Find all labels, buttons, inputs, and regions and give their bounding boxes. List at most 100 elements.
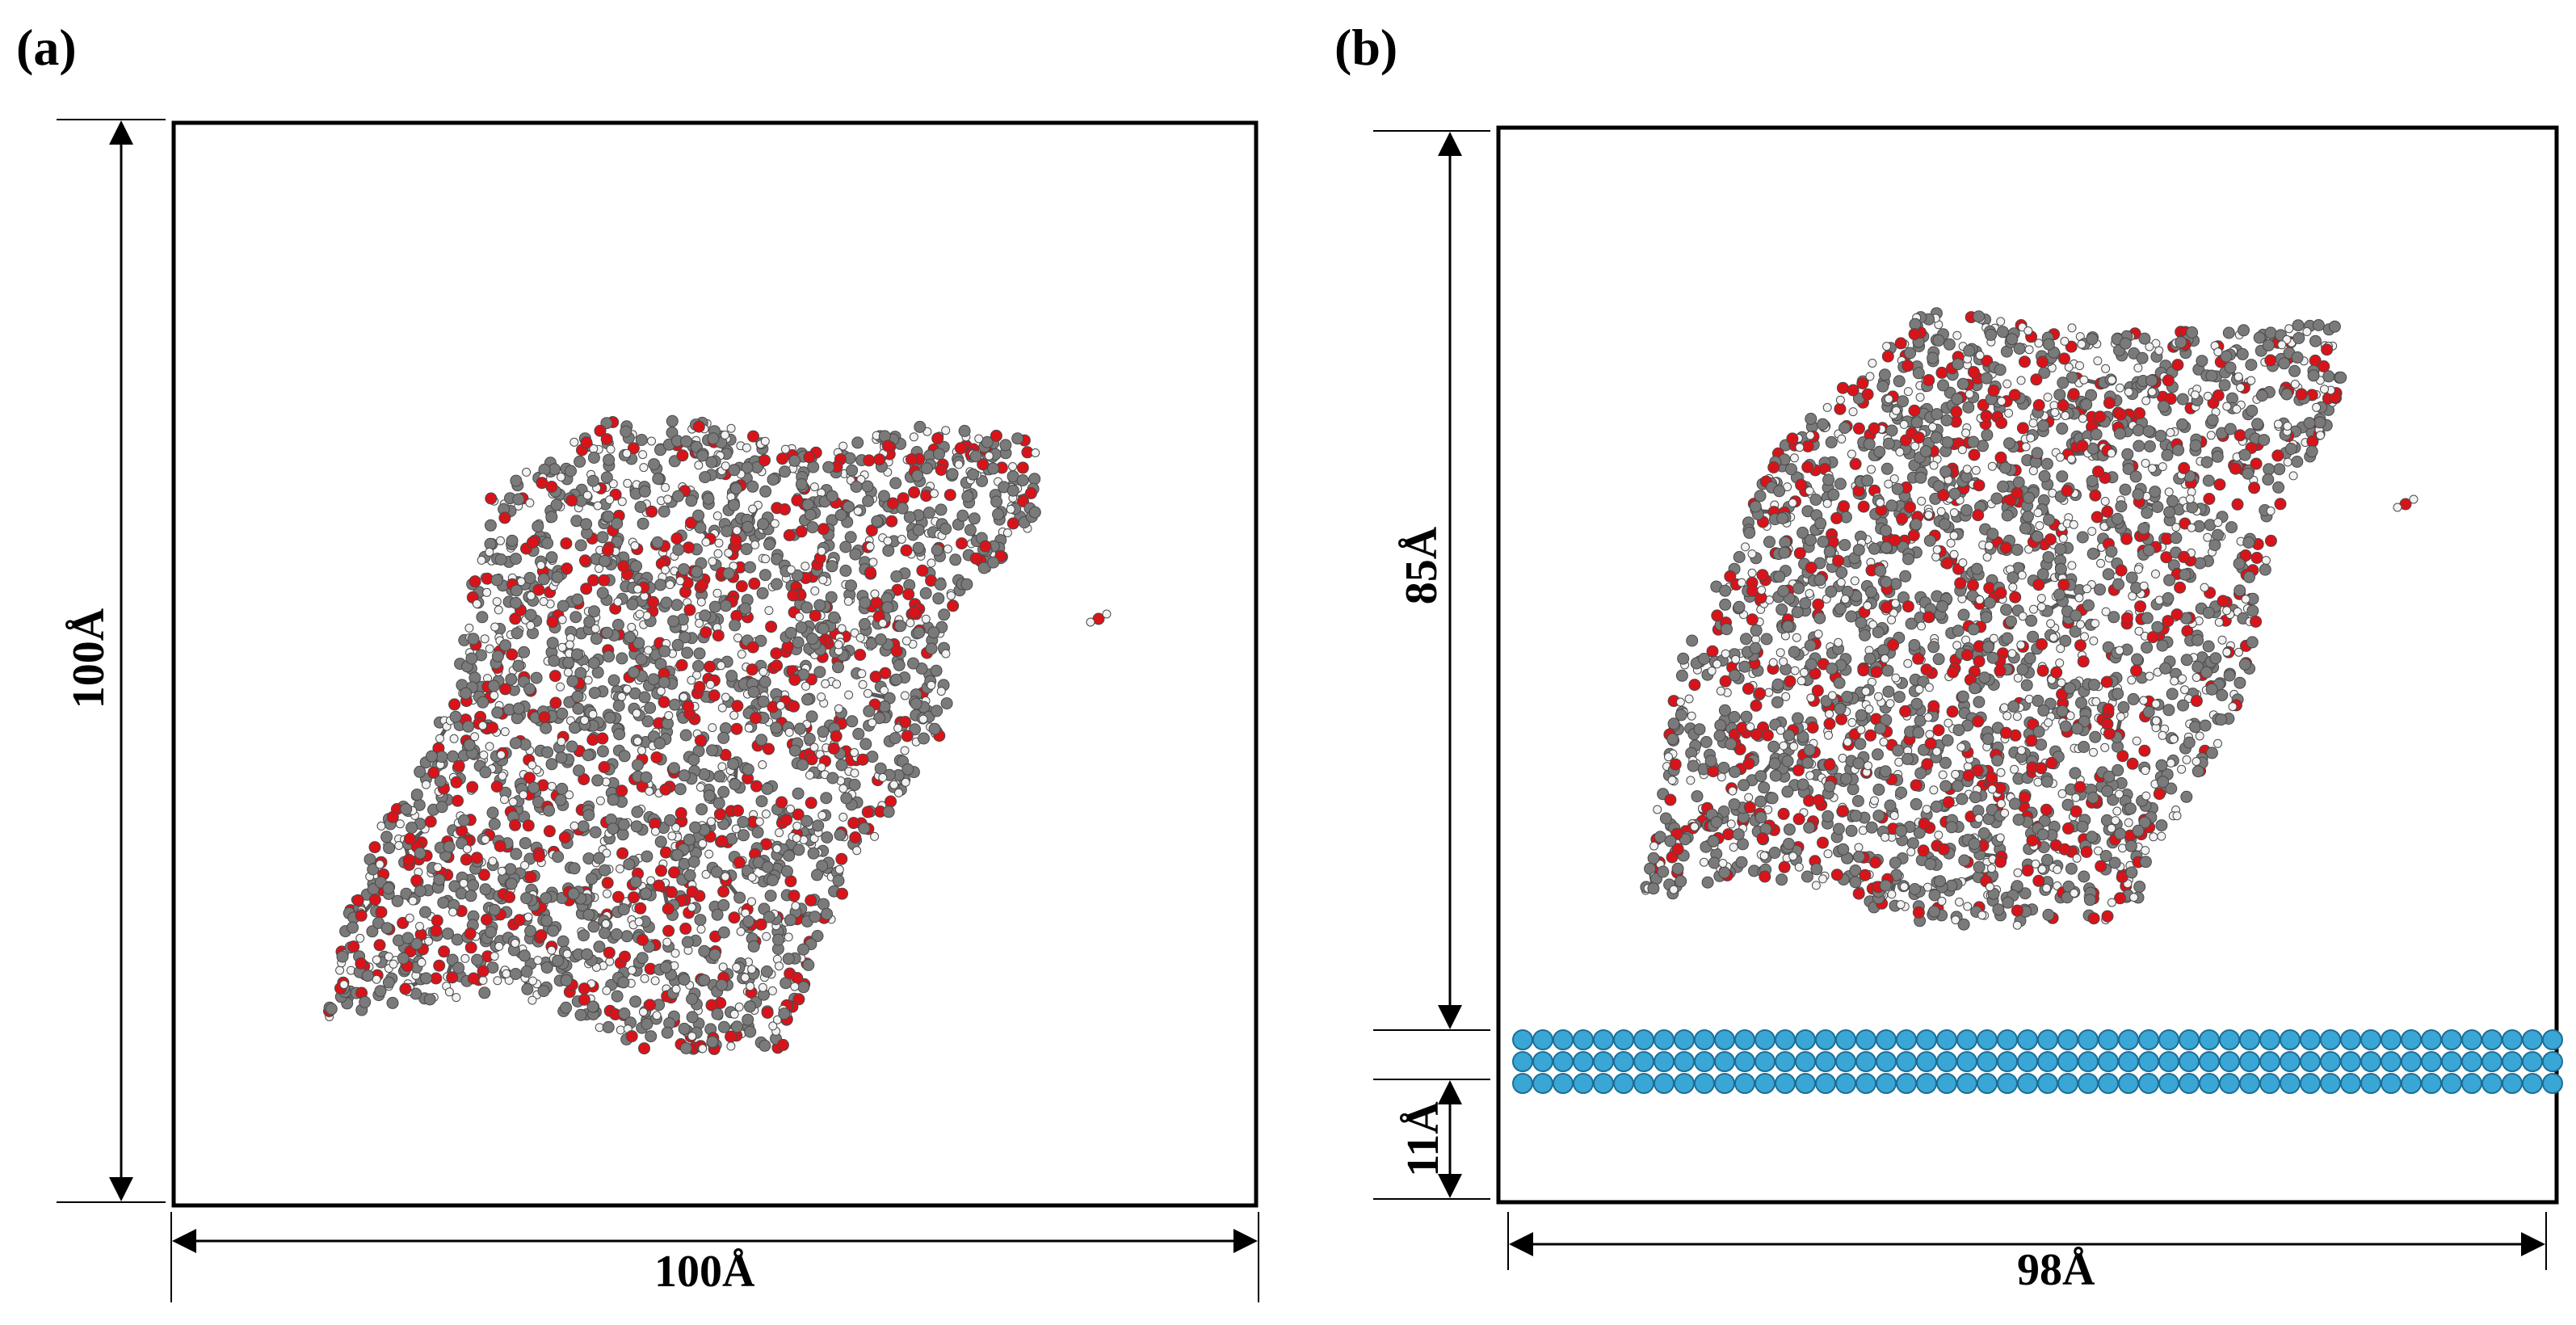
hydrogen-atom [1995, 833, 2005, 843]
carbon-atom [862, 494, 875, 507]
oxygen-atom [683, 541, 695, 554]
carbon-atom [784, 626, 797, 639]
carbon-atom [1817, 536, 1830, 548]
hydrogen-atom [2096, 558, 2106, 568]
carbon-atom [878, 700, 891, 713]
carbon-atom [1792, 712, 1804, 725]
oxygen-atom [561, 562, 574, 575]
hydrogen-atom [900, 691, 910, 700]
carbon-atom [2313, 416, 2326, 429]
carbon-atom [903, 511, 916, 524]
carbon-atom [512, 659, 525, 672]
hydrogen-atom [837, 624, 847, 633]
oxygen-atom [908, 606, 921, 619]
carbon-atom [618, 750, 631, 763]
carbon-atom [2305, 445, 2318, 458]
hydrogen-atom [858, 679, 868, 689]
hydrogen-atom [853, 507, 863, 516]
hydrogen-atom [1837, 434, 1847, 444]
carbon-atom [1910, 797, 1923, 810]
carbon-atom [661, 1026, 674, 1039]
oxygen-atom [1834, 402, 1847, 415]
carbon-atom [554, 793, 567, 806]
carbon-atom [2019, 522, 2032, 535]
oxygen-atom [2115, 564, 2128, 577]
hydrogen-atom [2100, 742, 2110, 752]
carbon-atom [807, 461, 820, 473]
oxygen-atom [2077, 655, 2090, 668]
oxygen-atom [835, 852, 848, 865]
hydrogen-atom [687, 902, 696, 912]
carbon-atom [1854, 738, 1867, 751]
carbon-atom [587, 657, 600, 670]
carbon-atom [623, 858, 636, 871]
hydrogen-atom [850, 768, 859, 778]
carbon-atom [336, 950, 349, 963]
hydrogen-atom [1924, 511, 1934, 519]
hydrogen-atom [706, 679, 715, 689]
carbon-atom [557, 599, 569, 612]
carbon-atom [967, 468, 979, 481]
oxygen-atom [870, 596, 883, 609]
hydrogen-atom [2023, 326, 2033, 335]
hydrogen-atom [708, 723, 717, 733]
carbon-atom [928, 722, 941, 735]
oxygen-atom [1812, 598, 1825, 611]
oxygen-atom [1894, 337, 1907, 350]
carbon-atom [2334, 371, 2347, 384]
carbon-atom [612, 700, 625, 712]
hydrogen-atom [2079, 375, 2089, 385]
carbon-atom [1957, 608, 1970, 621]
oxygen-atom [679, 922, 692, 935]
carbon-atom [423, 993, 436, 1006]
carbon-atom [992, 508, 1005, 520]
carbon-atom [658, 676, 670, 689]
oxygen-atom [795, 525, 808, 538]
carbon-atom [809, 911, 822, 923]
oxygen-atom [355, 909, 368, 922]
oxygen-atom [779, 503, 791, 515]
hydrogen-atom [809, 742, 819, 752]
hydrogen-atom [880, 686, 889, 695]
oxygen-atom [1994, 587, 2007, 599]
carbon-atom [555, 751, 568, 764]
oxygen-atom [1902, 600, 1914, 613]
hydrogen-atom [1856, 725, 1866, 734]
hydrogen-atom [742, 443, 751, 452]
oxygen-atom [1908, 328, 1921, 341]
hydrogen-atom [2187, 523, 2196, 532]
oxygen-atom [2045, 756, 2058, 769]
hydrogen-atom [590, 624, 600, 633]
hydrogen-atom [2145, 671, 2154, 681]
hydrogen-atom [1741, 542, 1750, 552]
oxygen-atom [885, 795, 897, 808]
carbon-atom [813, 666, 826, 679]
hydrogen-atom [671, 822, 681, 832]
hydrogen-atom [394, 841, 404, 850]
oxygen-atom [2130, 664, 2143, 677]
carbon-atom [2206, 414, 2219, 427]
carbon-atom [651, 536, 664, 549]
hydrogen-atom [497, 866, 506, 876]
oxygen-atom [1907, 529, 1920, 542]
hydrogen-atom [1932, 545, 1942, 554]
carbon-atom [2224, 423, 2237, 435]
carbon-atom [1893, 375, 1906, 388]
carbon-atom [744, 1000, 756, 1013]
carbon-atom [2006, 333, 2019, 346]
carbon-atom [919, 587, 932, 599]
oxygen-atom [750, 712, 762, 725]
hydrogen-atom [1962, 465, 1972, 474]
oxygen-atom [2212, 389, 2225, 402]
carbon-atom [537, 573, 550, 586]
carbon-atom [725, 670, 738, 682]
hydrogen-atom [2139, 696, 2149, 705]
oxygen-atom [931, 432, 944, 445]
carbon-atom [596, 587, 609, 599]
carbon-atom [638, 485, 651, 498]
carbon-atom [2191, 765, 2204, 778]
hydrogen-atom [661, 565, 670, 574]
carbon-atom [2157, 776, 2170, 789]
carbon-atom [1874, 722, 1887, 735]
oxygen-atom [817, 523, 830, 536]
